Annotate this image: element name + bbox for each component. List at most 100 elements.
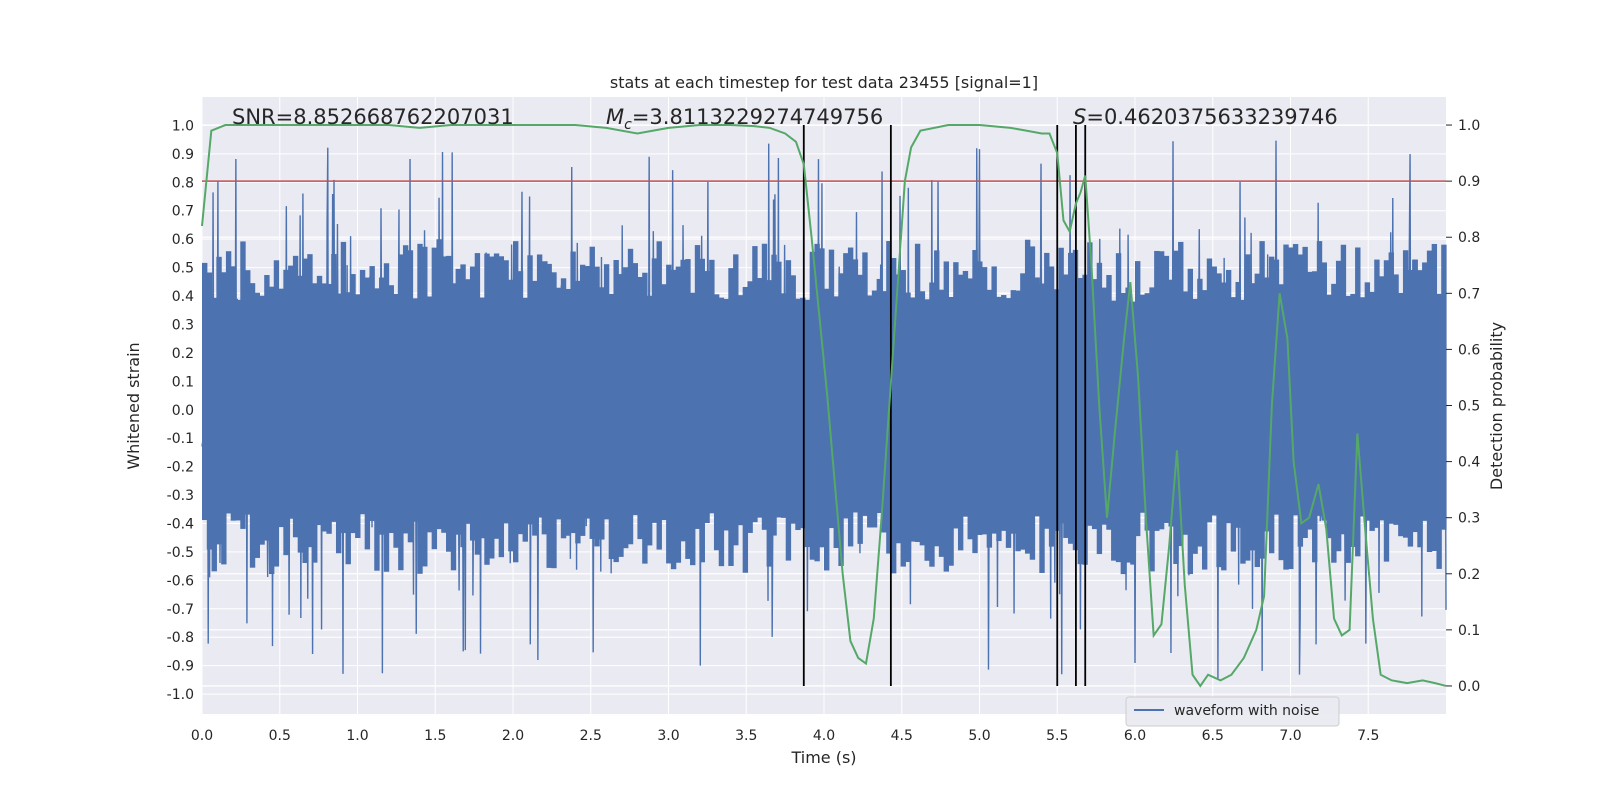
waveform-band (446, 255, 452, 552)
probability-line (201, 124, 1447, 688)
waveform-band (536, 254, 543, 518)
waveform-band (522, 297, 528, 542)
waveform-band (1283, 244, 1289, 570)
waveform-band (723, 298, 729, 531)
waveform-band (340, 241, 347, 534)
waveform-band (1048, 266, 1055, 547)
waveform-band (316, 275, 323, 526)
waveform-band (1350, 293, 1356, 547)
x-tick-label: 6.5 (1202, 728, 1224, 744)
waveform-band (1144, 293, 1150, 531)
waveform-series (201, 140, 1447, 679)
waveform-band (747, 281, 753, 533)
waveform-band (479, 297, 485, 539)
waveform-band (556, 287, 562, 520)
waveform-band (268, 286, 275, 575)
y-tick-label: 1.0 (172, 118, 194, 134)
chirp-mass-annotation: Mc=3.8113229274749756 (606, 105, 883, 133)
waveform-band (709, 259, 715, 514)
waveform-band (1340, 244, 1347, 535)
waveform-band (833, 296, 839, 548)
waveform-band (345, 292, 351, 565)
waveform-band (1139, 294, 1146, 513)
y-tick-label: 0.5 (172, 261, 194, 277)
y2-tick-label: 0.3 (1458, 511, 1480, 527)
s-annotation: S=0.4620375633239746 (1073, 105, 1338, 129)
waveform-band (335, 293, 342, 554)
waveform-band (1259, 241, 1265, 559)
waveform-band (938, 289, 945, 557)
waveform-band (728, 268, 734, 566)
y-tick-label: 0.6 (172, 232, 194, 248)
chirp-mass-symbol: M (606, 105, 624, 129)
waveform-band (603, 264, 610, 520)
waveform-band (1316, 241, 1323, 516)
waveform-band (355, 294, 361, 539)
waveform-band (259, 295, 265, 545)
waveform-band (972, 250, 978, 554)
waveform-band (718, 297, 725, 567)
y-tick-label: -0.5 (167, 545, 194, 561)
waveform-band (546, 263, 552, 568)
waveform-band (1369, 291, 1375, 531)
waveform-band (350, 274, 356, 534)
vertical-markers (802, 125, 1087, 686)
waveform-band (1058, 247, 1064, 524)
waveform-band (503, 260, 509, 524)
y2-tick-label: 0.1 (1458, 623, 1480, 639)
waveform-band (211, 297, 217, 572)
waveform-band (407, 250, 414, 543)
waveform-band (225, 251, 232, 514)
waveform-band (929, 282, 935, 567)
waveform-band (623, 267, 629, 549)
y-axis-label: Whitened strain (124, 342, 143, 469)
waveform-band (670, 269, 677, 570)
waveform-band (824, 288, 830, 571)
legend-box (1125, 696, 1340, 727)
waveform-band (957, 274, 964, 551)
waveform-band (1307, 271, 1313, 530)
waveform-band (450, 283, 457, 571)
waveform-band (551, 272, 557, 569)
x-tick-label: 0.0 (191, 728, 213, 744)
y-tick-label: -0.8 (167, 630, 194, 646)
x-tick-label: 1.5 (424, 728, 446, 744)
waveform-band (1374, 259, 1380, 528)
waveform-band (436, 239, 442, 530)
y-tick-label: 0.1 (172, 374, 194, 390)
waveform-band (469, 266, 476, 541)
y-tick-label: -0.1 (167, 431, 194, 447)
y-tick-label: -0.6 (167, 573, 194, 589)
y-tick-label: 0.2 (172, 346, 194, 362)
waveform-band (1364, 282, 1371, 521)
waveform-band (680, 259, 686, 542)
waveform-band (532, 280, 538, 536)
waveform-band (579, 264, 586, 536)
waveform-band (264, 275, 270, 541)
x-tick-label: 4.5 (891, 728, 913, 744)
waveform-band (1393, 274, 1399, 525)
waveform-band (1297, 254, 1304, 547)
waveform-band (1168, 279, 1174, 527)
waveform-band (441, 256, 447, 533)
waveform-band (245, 270, 251, 515)
waveform-band (1407, 270, 1414, 547)
waveform-band (1187, 268, 1194, 575)
waveform-band (666, 264, 672, 564)
waveform-band (1130, 301, 1136, 565)
x-tick-label: 1.0 (346, 728, 368, 744)
waveform-band (661, 284, 667, 520)
y-tick-label: -0.4 (167, 516, 194, 532)
waveform-band (1230, 297, 1237, 552)
waveform-band (599, 287, 605, 540)
waveform-band (527, 255, 533, 525)
waveform-band (230, 266, 237, 521)
waveform-band (565, 288, 572, 536)
waveform-band (359, 269, 366, 515)
waveform-band (890, 258, 897, 574)
waveform-band (819, 248, 825, 548)
waveform-band (1154, 250, 1160, 531)
waveform-band (489, 256, 495, 559)
waveform-band (699, 258, 705, 563)
waveform-band (1278, 284, 1284, 561)
